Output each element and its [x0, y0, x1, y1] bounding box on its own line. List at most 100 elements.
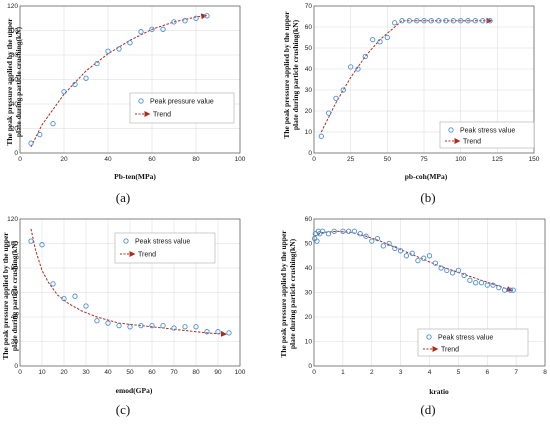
data-point: [61, 89, 67, 95]
plot-frame: [313, 5, 535, 154]
x-tick-label: 125: [492, 156, 503, 163]
data-point: [415, 257, 421, 264]
data-point: [432, 260, 438, 266]
legend-trend-label: Trend: [463, 139, 481, 146]
y-axis-label-line1: The peak pressure applied by the upper: [5, 18, 14, 146]
data-point: [496, 284, 502, 291]
data-point: [160, 26, 166, 32]
legend-marker-label: Peak stress value: [135, 239, 190, 246]
panel-a: The peak pressure applied by the upper p…: [5, 3, 246, 205]
data-point: [39, 242, 45, 248]
data-point: [472, 18, 478, 24]
trend-line: [313, 230, 513, 292]
y-tick-label: 80: [11, 52, 19, 59]
data-point: [340, 87, 346, 93]
x-tick-label: 50: [384, 156, 392, 163]
y-tick-label: 100: [7, 241, 18, 248]
y-tick-label: 120: [7, 216, 18, 223]
y-tick-label: 0: [14, 150, 18, 157]
panel-c: The peak pressure applied by the upper p…: [1, 216, 246, 417]
x-axis-label: kratio: [429, 387, 449, 396]
data-point: [392, 20, 398, 26]
y-axis-label-line1: The peak pressure applied by the upper: [1, 232, 10, 360]
y-tick-label: 30: [305, 290, 313, 297]
y-tick-label: 0: [308, 363, 312, 370]
data-point: [392, 245, 398, 252]
data-point: [94, 60, 100, 67]
y-tick-label: 0: [308, 150, 312, 157]
y-axis-label-line2: plate during particle crushing(kN): [288, 238, 297, 349]
data-point: [449, 270, 456, 276]
legend-marker-icon: [426, 334, 432, 340]
data-point: [480, 18, 486, 24]
y-tick-label: 50: [305, 45, 313, 52]
data-point: [105, 48, 111, 54]
data-point: [28, 140, 34, 146]
y-tick-label: 40: [305, 66, 313, 73]
x-tick-label: 100: [455, 156, 466, 163]
data-point: [386, 240, 392, 247]
x-tick-label: 0: [18, 156, 22, 163]
legend-trend-label: Trend: [138, 252, 156, 259]
data-point: [384, 34, 390, 41]
y-tick-label: 20: [11, 126, 19, 133]
x-tick-label: 4: [428, 369, 432, 376]
data-point: [314, 238, 320, 244]
x-tick-label: 70: [170, 369, 178, 376]
legend-marker-label: Peak stress value: [460, 128, 515, 135]
panel-caption: (c): [116, 402, 130, 417]
data-point: [370, 36, 376, 43]
x-tick-label: 100: [235, 369, 246, 376]
y-tick-label: 120: [7, 3, 18, 10]
data-point: [406, 18, 412, 24]
y-tick-label: 20: [11, 339, 19, 346]
data-point: [171, 325, 177, 331]
data-point: [428, 18, 434, 24]
y-axis-label-line1: The peak pressure applied by the upper: [282, 11, 291, 139]
legend-trend-label: Trend: [153, 112, 171, 119]
legend: Peak stress value Trend: [439, 121, 535, 149]
trend-line: [30, 228, 227, 337]
x-axis-label: emod(GPa): [116, 386, 153, 395]
x-tick-label: 20: [60, 156, 68, 163]
legend-marker-icon: [123, 238, 129, 244]
data-point: [28, 238, 34, 244]
data-point: [403, 253, 410, 259]
x-tick-label: 0: [312, 156, 316, 163]
data-point: [226, 330, 232, 336]
y-tick-label: 30: [305, 87, 313, 94]
x-tick-label: 20: [60, 369, 68, 376]
data-point: [455, 267, 462, 274]
x-tick-label: 40: [104, 369, 112, 376]
x-tick-label: 3: [399, 369, 403, 376]
x-tick-label: 6: [485, 369, 489, 376]
x-tick-label: 7: [514, 369, 518, 376]
data-point: [345, 228, 352, 234]
data-point: [116, 322, 122, 329]
data-point: [351, 228, 358, 234]
x-tick-label: 100: [235, 156, 246, 163]
data-point: [204, 13, 210, 19]
data-point: [374, 235, 381, 242]
y-tick-label: 50: [305, 241, 313, 248]
data-point: [380, 243, 386, 249]
data-point: [377, 39, 383, 45]
x-tick-label: 1: [341, 369, 345, 376]
y-axis-label-line1: The peak pressure applied by the upper: [279, 230, 288, 358]
data-point: [369, 238, 375, 244]
y-tick-label: 80: [11, 265, 19, 272]
y-tick-label: 20: [305, 108, 313, 115]
x-tick-label: 8: [543, 369, 547, 376]
panel-caption: (b): [420, 190, 435, 205]
data-point: [436, 18, 442, 24]
y-tick-label: 60: [11, 290, 19, 297]
legend-box: [114, 232, 216, 264]
x-tick-label: 40: [104, 156, 112, 163]
y-tick-label: 60: [11, 77, 19, 84]
data-point: [83, 303, 89, 309]
data-point: [193, 324, 199, 330]
legend-box: [417, 328, 529, 357]
y-tick-label: 20: [305, 314, 313, 321]
legend-box: [129, 92, 235, 124]
y-tick-label: 0: [14, 363, 18, 370]
